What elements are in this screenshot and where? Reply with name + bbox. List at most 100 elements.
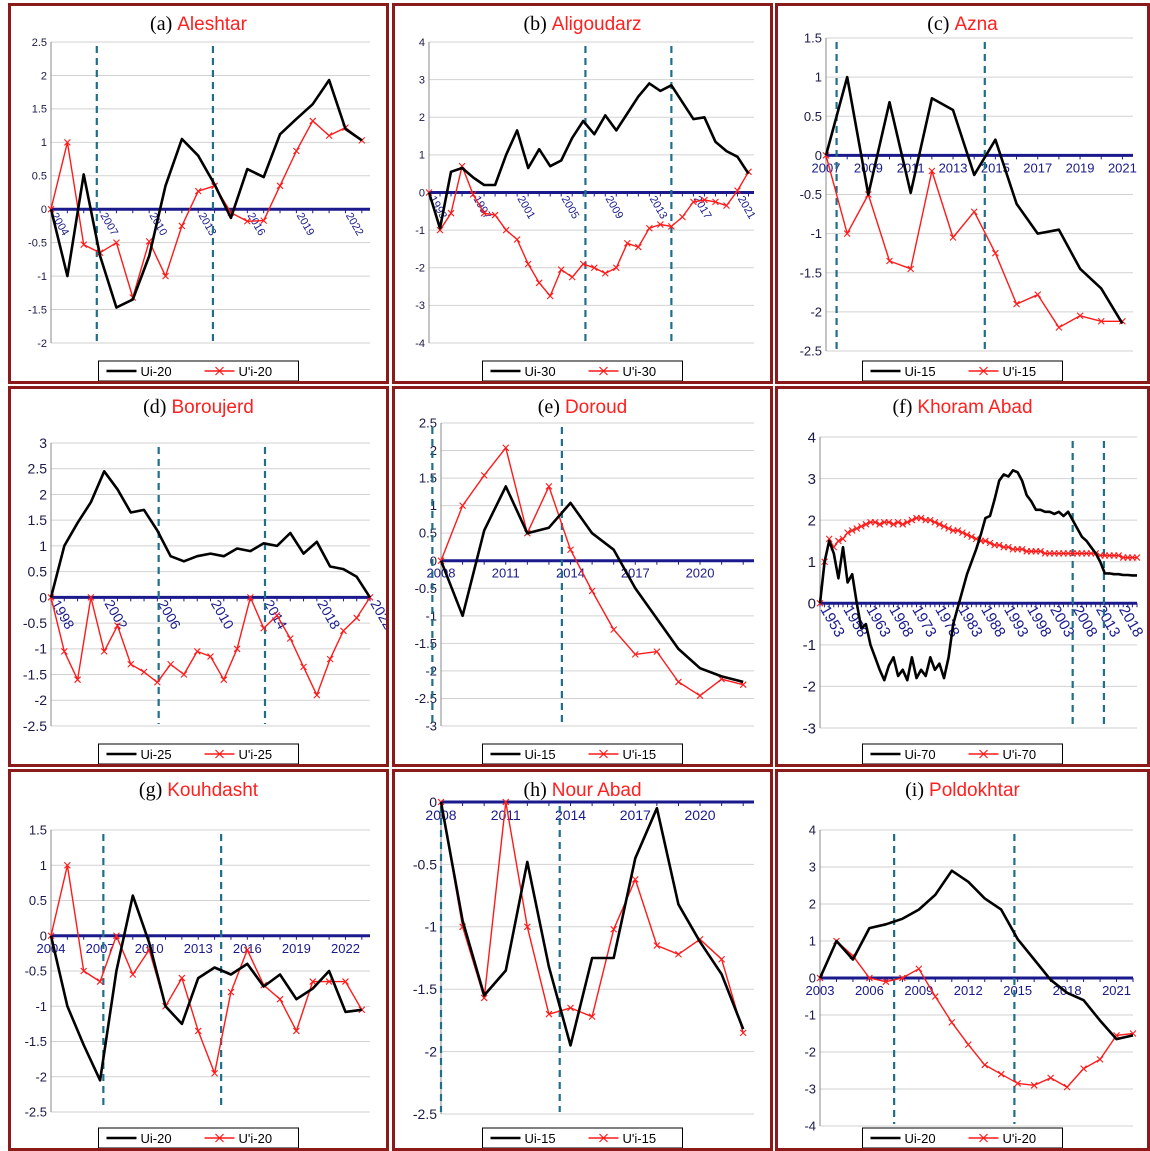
data-point-marker [945,525,953,532]
data-point-marker [848,527,856,534]
data-point-marker [679,213,686,221]
x-tick-label: 2007 [812,160,841,175]
y-tick-label: 0.5 [29,893,47,908]
data-point-marker [675,678,682,686]
y-tick-label: -2 [35,1069,47,1084]
y-tick-label: -1 [810,226,822,241]
data-point-marker [502,798,510,806]
legend: Ui-70 U'i-70 [862,743,1063,764]
data-point-marker [634,243,642,251]
data-point-marker [601,270,609,277]
data-point-marker [292,147,300,155]
x-tick-label: 2020 [684,807,715,823]
y-tick-label: 2 [39,486,47,502]
data-point-marker [857,522,865,530]
data-point-marker [1076,312,1084,320]
data-point-marker [162,272,169,280]
y-tick-label: 1 [40,858,47,873]
data-point-marker [843,230,851,238]
data-point-marker [568,273,576,281]
y-tick-label: -3 [804,1082,816,1097]
chart-panel-azna: -2.5 -2 -1.5 -1 -0.5 0 0.5 1 1.5 2007 2009 2011 2013… [775,3,1150,384]
y-tick-label: -1 [415,225,425,237]
panel-title: (a) Aleshtar [150,13,248,35]
data-point-marker [959,529,966,537]
data-point-marker [876,520,884,528]
panel-title: (b) Aligoudarz [523,13,641,35]
y-tick-label: -1 [804,1008,816,1023]
y-tick-label: 0 [815,148,822,163]
data-point-marker [480,471,488,479]
chart-panel-poldokhtar: -4 -3 -2 -1 0 1 2 3 4 2003 2006 2009 2012 2015 2018 202… [775,769,1150,1151]
x-tick-label: 2020 [686,566,715,581]
x-tick-label: 2016 [233,941,262,956]
legend-label: Ui-25 [141,747,172,762]
y-tick-label: 1.5 [32,104,47,116]
data-point-marker [610,925,618,933]
y-tick-label: 0 [809,971,816,986]
y-tick-label: -1.5 [23,666,47,682]
data-point-marker [862,520,870,528]
data-point-marker [567,1004,574,1012]
data-point-marker [113,932,120,940]
legend-label: Ui-20 [141,364,172,379]
data-point-marker [273,611,281,619]
legend-label: U'i-20 [1003,1131,1037,1146]
data-point-marker [940,522,948,530]
data-point-marker [853,525,861,532]
data-point-marker [546,292,554,300]
x-tick-label: 2005 [559,194,582,221]
y-tick-label: 1 [815,70,822,85]
data-point-marker [567,546,574,554]
data-point-marker [1030,1081,1038,1089]
chart-panel-nour-abad: -2.5 -2 -1.5 -1 -0.5 0 2008 2011 2014 2017 2020 (h)… [392,769,773,1151]
legend: Ui-20 U'i-20 [98,1127,299,1148]
data-point-marker [734,187,741,195]
panel-letter: (d) [143,396,171,418]
x-tick-label: 2007 [86,941,115,956]
data-point-marker [260,624,268,632]
data-point-marker [129,971,137,978]
x-tick-label: 2004 [37,941,66,956]
data-point-marker [96,978,104,985]
x-tick-label: 2006 [155,597,185,632]
x-tick-label: 2022 [367,597,386,632]
data-point-marker [194,1027,202,1035]
data-point-marker [1063,1083,1071,1091]
series-line-ui [49,894,362,1082]
x-tick-label: 2011 [492,566,520,581]
data-point-marker [447,209,455,217]
data-point-marker [995,541,1003,549]
y-tick-label: -0.5 [23,615,47,631]
data-point-marker [908,516,916,524]
x-tick-label: 2017 [620,807,651,823]
data-point-marker [180,671,188,678]
data-point-marker [701,196,708,204]
panel-title: (h) Nour Abad [523,779,641,801]
data-point-marker [114,622,121,630]
data-point-marker [991,249,999,257]
line-chart: -2.5 -2 -1.5 -1 -0.5 0 0.5 1 1.5 2004 2007 2010 2013… [25,779,370,1148]
data-point-marker [623,239,631,247]
legend-label: Ui-20 [905,1131,936,1146]
x-tick-label: 2018 [314,597,344,632]
legend: Ui-15 U'i-15 [862,360,1063,381]
legend-label: Ui-15 [525,747,556,762]
x-tick-label: 2003 [806,983,835,998]
y-tick-label: -1.5 [25,1034,47,1049]
data-point-marker [1004,543,1012,551]
y-tick-label: -2.5 [25,1105,47,1120]
x-tick-label: 1997 [470,194,493,221]
legend: Ui-20 U'i-20 [98,360,299,381]
x-tick-label: 2018 [1115,603,1146,640]
x-tick-label: 2013 [647,194,670,221]
data-point-marker [1096,1056,1104,1063]
data-point-marker [739,1029,747,1037]
data-point-marker [963,531,971,539]
series-line-u-prime-i [440,801,744,1034]
legend-label: Ui-20 [141,1131,172,1146]
data-point-marker [690,198,697,206]
data-point-marker [74,676,81,684]
y-tick-label: -2 [803,679,816,696]
